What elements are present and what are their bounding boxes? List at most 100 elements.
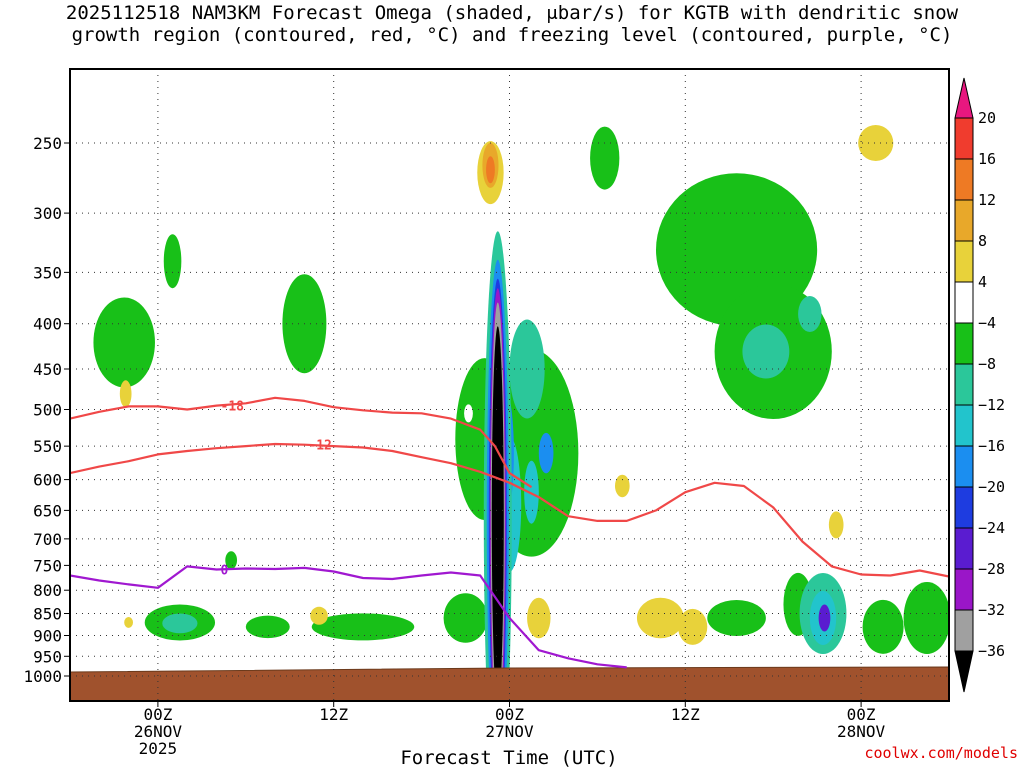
x-tick-label: 27NOV [485, 722, 534, 741]
omega-core [491, 326, 504, 701]
colorbar-swatch [954, 322, 974, 365]
y-tick-label: 1000 [23, 667, 62, 686]
omega-cell [538, 432, 554, 474]
omega-cell [225, 551, 238, 570]
title-line-1: 2025112518 NAM3KM Forecast Omega (shaded… [65, 2, 959, 24]
y-axis: 250 300 350 400 450 500 550 600 650 700 750 800 850 9… [23, 134, 70, 686]
x-tick-label: 12Z [671, 705, 700, 724]
colorbar-label: 12 [978, 191, 996, 209]
omega-cell [311, 613, 415, 641]
omega-cell [245, 615, 290, 639]
colorbar-label: 16 [978, 150, 996, 168]
omega-cell [310, 606, 328, 625]
omega-cell [636, 597, 684, 639]
omega-shading [93, 0, 949, 701]
colorbar-label: 4 [978, 273, 987, 291]
colorbar-cap-bottom [954, 650, 974, 693]
omega-cell [677, 608, 708, 645]
omega-cell [124, 617, 133, 628]
x-tick-label: 26NOV [134, 722, 183, 741]
colorbar-label: −28 [978, 560, 1005, 578]
contour-label: -18 [221, 400, 245, 415]
omega-cell [119, 380, 132, 408]
colorbar-label: −12 [978, 396, 1005, 414]
colorbar-label: −20 [978, 478, 1005, 496]
chart-title: 2025112518 NAM3KM Forecast Omega (shaded… [0, 2, 1024, 46]
colorbar-swatch [954, 445, 974, 488]
x-axis-label: Forecast Time (UTC) [400, 747, 617, 768]
y-tick-label: 250 [33, 134, 62, 153]
omega-cell [486, 156, 495, 184]
y-tick-label: 450 [33, 360, 62, 379]
credit-link[interactable]: coolwx.com/models [864, 744, 1018, 762]
omega-cell [443, 593, 488, 643]
colorbar-swatch [954, 527, 974, 570]
omega-cell [163, 234, 182, 289]
y-tick-label: 600 [33, 471, 62, 490]
omega-cell [858, 125, 894, 161]
y-tick-label: 350 [33, 263, 62, 282]
colorbar: 20 16 12 8 4 −4 −8 −12 −16 −20 −24 −28 −32 −36 [954, 77, 1005, 693]
colorbar-swatch [954, 363, 974, 406]
omega-cell [707, 600, 766, 637]
colorbar-swatch [954, 404, 974, 447]
colorbar-swatch [954, 486, 974, 529]
omega-cell [614, 474, 630, 498]
colorbar-label: −4 [978, 314, 996, 332]
omega-cell [509, 319, 545, 419]
y-tick-label: 900 [33, 626, 62, 645]
colorbar-label: 20 [978, 109, 996, 127]
colorbar-cap-top [954, 77, 974, 119]
contours: -18 -12 0 [70, 396, 949, 669]
x-tick-label: 2025 [139, 739, 178, 758]
colorbar-swatch [954, 240, 974, 283]
omega-cell [903, 582, 949, 655]
omega-cell [590, 126, 620, 190]
y-tick-label: 800 [33, 581, 62, 600]
y-tick-label: 300 [33, 204, 62, 223]
colorbar-label: −16 [978, 437, 1005, 455]
terrain-band [70, 666, 949, 701]
colorbar-swatch [954, 199, 974, 242]
title-line-2: growth region (contoured, red, °C) and f… [71, 24, 953, 46]
contour-label: 0 [221, 563, 229, 578]
colorbar-label: −8 [978, 355, 996, 373]
omega-cell [798, 295, 822, 332]
colorbar-label: −36 [978, 642, 1005, 660]
y-tick-label: 650 [33, 501, 62, 520]
omega-cell [828, 511, 844, 539]
y-tick-label: 950 [33, 647, 62, 666]
colorbar-swatch [954, 609, 974, 652]
y-tick-label: 850 [33, 605, 62, 624]
colorbar-label: −32 [978, 601, 1005, 619]
y-tick-label: 750 [33, 556, 62, 575]
contour-label: -12 [308, 439, 331, 454]
x-tick-label: 00Z [495, 705, 524, 724]
y-tick-label: 550 [33, 437, 62, 456]
colorbar-label: 8 [978, 232, 987, 250]
colorbar-swatch [954, 158, 974, 201]
grid [70, 69, 949, 701]
contour-line [70, 396, 533, 489]
terrain-fill [70, 666, 949, 701]
colorbar-label: −24 [978, 519, 1005, 537]
omega-cell [862, 599, 904, 654]
omega-cell [93, 297, 155, 388]
omega-cell [464, 404, 473, 423]
omega-cell [818, 604, 831, 632]
y-tick-label: 700 [33, 530, 62, 549]
colorbar-swatch [954, 281, 974, 324]
colorbar-swatch [954, 568, 974, 611]
omega-cell [742, 324, 790, 379]
omega-cell [524, 460, 539, 524]
omega-cell [527, 597, 551, 639]
x-tick-label: 00Z [143, 705, 172, 724]
contour-line [70, 565, 627, 669]
x-tick-label: 28NOV [837, 722, 886, 741]
x-tick-label: 00Z [847, 705, 876, 724]
omega-cell [162, 613, 198, 634]
omega-cell [518, 0, 547, 22]
x-tick-label: 12Z [319, 705, 348, 724]
